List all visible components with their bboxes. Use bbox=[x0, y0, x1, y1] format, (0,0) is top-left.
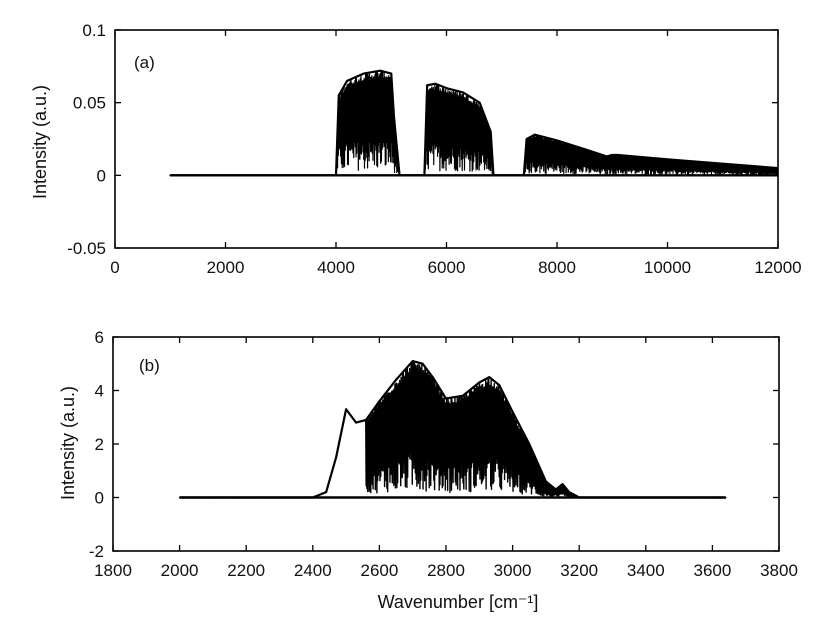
data-point bbox=[362, 72, 365, 75]
data-point bbox=[378, 400, 381, 403]
panel-b-xlabel: Wavenumber [cm⁻¹] bbox=[378, 592, 539, 612]
y-tick-label: 2 bbox=[95, 435, 104, 454]
data-point bbox=[335, 456, 337, 459]
x-tick-label: 3400 bbox=[627, 561, 665, 580]
panel-b-label: (b) bbox=[139, 356, 160, 375]
panel-a: Intensity (a.u.) (a) 0 2000 4000 6000 8000 10… bbox=[30, 21, 802, 277]
panel-b-ylabel: Intensity (a.u.) bbox=[58, 386, 78, 500]
data-point bbox=[666, 158, 669, 161]
data-point bbox=[616, 154, 619, 156]
x-tick-label: 12000 bbox=[754, 258, 801, 277]
y-tick-label: 6 bbox=[95, 328, 104, 347]
data-point bbox=[556, 139, 558, 142]
data-point bbox=[555, 488, 557, 491]
data-point bbox=[498, 384, 501, 386]
data-point bbox=[345, 408, 347, 411]
data-point bbox=[411, 360, 414, 362]
data-point bbox=[525, 138, 528, 140]
y-tick-label: 0.1 bbox=[82, 21, 106, 40]
data-point bbox=[434, 82, 437, 85]
x-tick-label: 3600 bbox=[693, 561, 731, 580]
data-point bbox=[325, 491, 327, 493]
x-tick-label: 3200 bbox=[560, 561, 598, 580]
data-point bbox=[528, 443, 531, 445]
data-point bbox=[583, 148, 586, 150]
data-point bbox=[379, 69, 382, 72]
y-tick-label: 0 bbox=[95, 489, 104, 508]
x-tick-label: 2000 bbox=[161, 561, 199, 580]
x-tick-label: 2400 bbox=[294, 561, 332, 580]
data-point bbox=[426, 84, 428, 87]
x-tick-label: 3800 bbox=[760, 561, 798, 580]
x-tick-label: 1800 bbox=[94, 561, 132, 580]
data-point bbox=[478, 381, 481, 384]
x-tick-label: 3000 bbox=[494, 561, 532, 580]
x-tick-label: 2000 bbox=[207, 258, 245, 277]
panel-a-ylabel: Intensity (a.u.) bbox=[30, 85, 50, 199]
data-point bbox=[611, 154, 614, 156]
y-tick-label: 0 bbox=[97, 166, 106, 185]
data-point bbox=[605, 155, 608, 158]
data-point bbox=[393, 116, 395, 118]
x-tick-label: 4000 bbox=[317, 258, 355, 277]
data-point bbox=[561, 483, 564, 485]
data-point bbox=[462, 91, 464, 94]
data-point bbox=[355, 421, 357, 424]
data-point bbox=[431, 376, 434, 378]
data-point bbox=[421, 362, 424, 365]
y-tick-label: -0.05 bbox=[67, 239, 106, 258]
y-tick-label: 0.05 bbox=[73, 94, 106, 113]
data-point bbox=[365, 419, 367, 421]
data-point bbox=[721, 162, 724, 165]
x-tick-label: 0 bbox=[110, 258, 119, 277]
data-point bbox=[346, 80, 348, 82]
x-tick-label: 8000 bbox=[538, 258, 576, 277]
data-point bbox=[478, 101, 481, 104]
data-point bbox=[568, 491, 571, 493]
data-point bbox=[488, 376, 491, 378]
panel-b: Intensity (a.u.) (b) Wavenumber [cm⁻¹] 1… bbox=[58, 328, 798, 612]
x-tick-label: 2800 bbox=[427, 561, 465, 580]
data-point bbox=[337, 94, 340, 97]
data-point bbox=[445, 87, 448, 89]
data-point bbox=[545, 480, 547, 483]
data-point bbox=[511, 411, 514, 413]
y-tick-label: -2 bbox=[89, 542, 104, 561]
data-point bbox=[489, 130, 492, 133]
x-tick-label: 2600 bbox=[360, 561, 398, 580]
x-tick-label: 10000 bbox=[644, 258, 691, 277]
data-point bbox=[461, 395, 464, 397]
data-point bbox=[390, 72, 393, 75]
data-point bbox=[395, 379, 397, 381]
x-tick-label: 6000 bbox=[428, 258, 466, 277]
x-tick-label: 2200 bbox=[227, 561, 265, 580]
data-point bbox=[534, 133, 536, 136]
panel-a-label: (a) bbox=[134, 53, 155, 72]
data-point bbox=[777, 167, 779, 169]
spectrum-line bbox=[179, 360, 727, 499]
data-point bbox=[445, 397, 447, 400]
y-tick-label: 4 bbox=[95, 382, 104, 401]
